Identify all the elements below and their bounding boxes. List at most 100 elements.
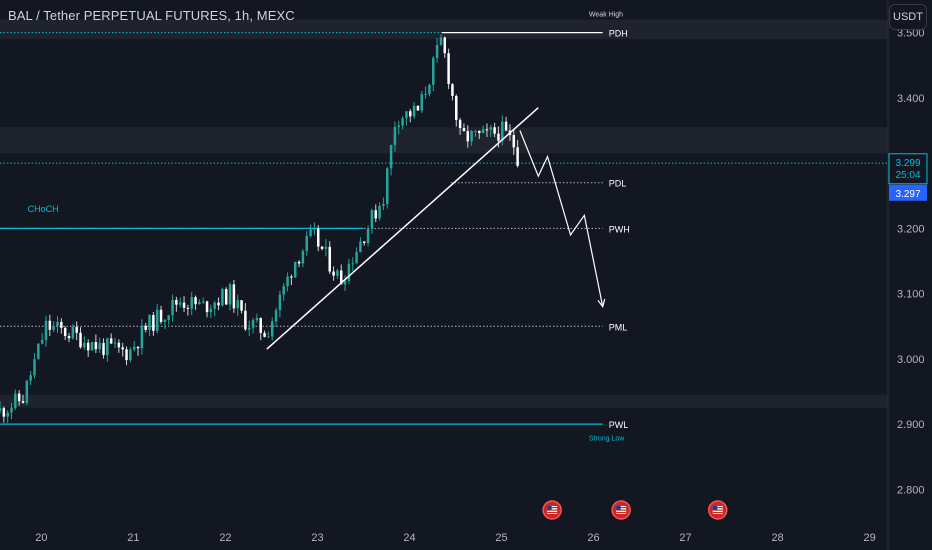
candle-body	[186, 307, 190, 309]
candle-body	[485, 129, 489, 131]
candle-body	[497, 133, 500, 141]
candle-body	[247, 327, 251, 330]
last-price-label: 3.299	[895, 158, 920, 169]
candle-body	[129, 349, 132, 361]
candle-body	[194, 297, 197, 305]
candle-body	[474, 130, 477, 132]
resistance-zone	[0, 127, 888, 154]
candle-body	[255, 318, 259, 321]
candle-body	[52, 326, 55, 330]
candle-body	[359, 241, 362, 253]
candle-body	[148, 314, 151, 330]
current-price-box	[889, 184, 927, 201]
candle-body	[259, 318, 262, 333]
candle-body	[44, 320, 48, 341]
candle-body	[501, 121, 504, 141]
flag-us-icon-canton	[712, 506, 718, 510]
currency-button[interactable]: USDT	[889, 4, 927, 30]
candle-body	[428, 84, 431, 94]
candle-body	[263, 332, 266, 337]
candle-body	[378, 206, 381, 219]
countdown-label: 25:04	[895, 170, 920, 181]
candle-body	[309, 229, 312, 236]
flag-us-icon-stripe	[547, 507, 558, 509]
candle-body	[182, 302, 186, 308]
level-label-PDH: PDH	[609, 29, 628, 39]
candle-body	[439, 37, 443, 46]
candle-body	[301, 251, 305, 264]
candle-body	[382, 203, 385, 207]
candle-body	[221, 289, 224, 306]
candle-body	[48, 320, 52, 330]
candle-body	[489, 127, 493, 130]
x-tick-label: 26	[587, 532, 599, 544]
level-label-PML: PML	[609, 322, 628, 332]
candle-body	[106, 338, 109, 356]
candle-body	[29, 375, 32, 381]
candle-body	[416, 105, 420, 111]
candle-body	[504, 121, 508, 131]
candle-body	[462, 128, 466, 132]
candle-body	[228, 284, 232, 305]
candle-body	[481, 129, 485, 134]
candle-body	[63, 327, 67, 337]
candle-body	[178, 302, 182, 305]
flag-us-icon-stripe	[712, 509, 723, 511]
candle-body	[94, 342, 98, 350]
flag-us-icon-stripe	[547, 509, 558, 511]
annotation-choch: CHoCH	[28, 204, 59, 214]
candle-body	[102, 342, 105, 356]
candle-body	[420, 94, 424, 111]
current-price-label: 3.297	[895, 189, 920, 200]
annotation-weak-high: Weak High	[589, 11, 623, 18]
candle-body	[328, 246, 331, 272]
trendline	[266, 107, 539, 350]
candle-body	[466, 131, 470, 142]
level-label-PDL: PDL	[609, 179, 627, 189]
candle-body	[2, 408, 6, 417]
projection-arrowhead	[597, 298, 606, 309]
candle-body	[432, 58, 435, 85]
candle-body	[405, 111, 408, 119]
flag-us-icon-stripe	[712, 507, 723, 509]
x-tick-label: 27	[679, 532, 691, 544]
candle-body	[109, 338, 113, 344]
x-tick-label: 20	[35, 532, 47, 544]
candle-body	[274, 310, 278, 322]
candle-body	[56, 321, 59, 327]
strong-low-zone	[0, 394, 888, 408]
candle-body	[316, 228, 320, 247]
candle-body	[397, 125, 401, 127]
x-tick-label: 21	[127, 532, 139, 544]
candle-body	[175, 299, 178, 305]
candle-body	[155, 309, 159, 331]
candle-body	[113, 342, 117, 344]
last-price-box	[888, 153, 928, 185]
x-tick-label: 28	[771, 532, 783, 544]
y-tick-label: 3.400	[897, 93, 925, 105]
candle-body	[290, 276, 293, 278]
candle-body	[117, 342, 121, 348]
candle-body	[98, 342, 101, 350]
y-tick-label: 3.000	[897, 354, 925, 366]
candle-body	[313, 228, 316, 230]
candle-body	[478, 130, 481, 134]
flag-us-icon-stripe	[616, 507, 627, 509]
candle-body	[33, 359, 36, 376]
candle-body	[37, 343, 40, 360]
candle-body	[401, 118, 404, 126]
candle-body	[217, 302, 220, 306]
candle-body	[516, 147, 519, 166]
candle-body	[455, 95, 458, 120]
flag-us-icon-stripe	[547, 512, 558, 514]
candle-body	[412, 105, 416, 117]
candle-body	[458, 119, 462, 129]
candle-body	[493, 127, 496, 134]
candle-body	[136, 346, 140, 349]
candle-body	[409, 111, 412, 117]
flag-us-icon-stripe	[712, 512, 723, 514]
candle-body	[159, 309, 163, 322]
candle-body	[347, 263, 351, 282]
